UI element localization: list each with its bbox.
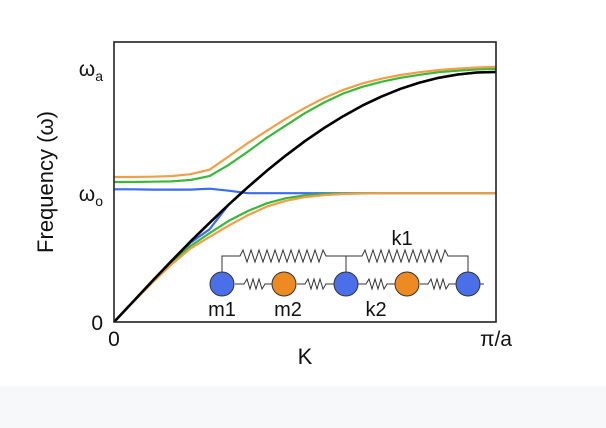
m2-label: m2 — [274, 299, 302, 321]
plot-frame — [113, 41, 497, 323]
x-axis-label: K — [298, 344, 313, 369]
k1-spring-upper-right — [346, 248, 469, 272]
series-line-0 — [114, 70, 496, 322]
k1-label: k1 — [391, 228, 412, 250]
mass-5 — [455, 271, 481, 297]
mass-3 — [333, 271, 359, 297]
k2-spring-4 — [420, 277, 457, 291]
series-line-4 — [114, 192, 496, 322]
y-tick-omega-a: ωa — [79, 58, 103, 84]
series-layer — [114, 65, 496, 322]
y-tick-omega-o: ωo — [79, 183, 103, 209]
m1-label: m1 — [208, 299, 236, 321]
bottom-band — [0, 386, 606, 428]
mass-1 — [209, 271, 235, 297]
x-tick-0: 0 — [108, 328, 120, 351]
series-line-3 — [114, 67, 496, 184]
mass-2 — [271, 271, 297, 297]
k2-label: k2 — [365, 299, 386, 321]
series-line-5 — [114, 65, 496, 179]
k2-spring-3 — [358, 277, 395, 291]
series-line-6 — [114, 192, 496, 322]
y-axis-label: Frequency (ω) — [33, 111, 58, 253]
k2-spring-2 — [297, 277, 334, 291]
y-tick-0: 0 — [91, 312, 103, 335]
k2-spring-1 — [235, 277, 272, 291]
x-tick-pi-over-a: π/a — [480, 328, 512, 351]
k1-spring-upper-left — [221, 248, 347, 272]
mass-4 — [394, 271, 420, 297]
spring-mass-inset: k1 m1 m2 k2 — [208, 228, 484, 321]
